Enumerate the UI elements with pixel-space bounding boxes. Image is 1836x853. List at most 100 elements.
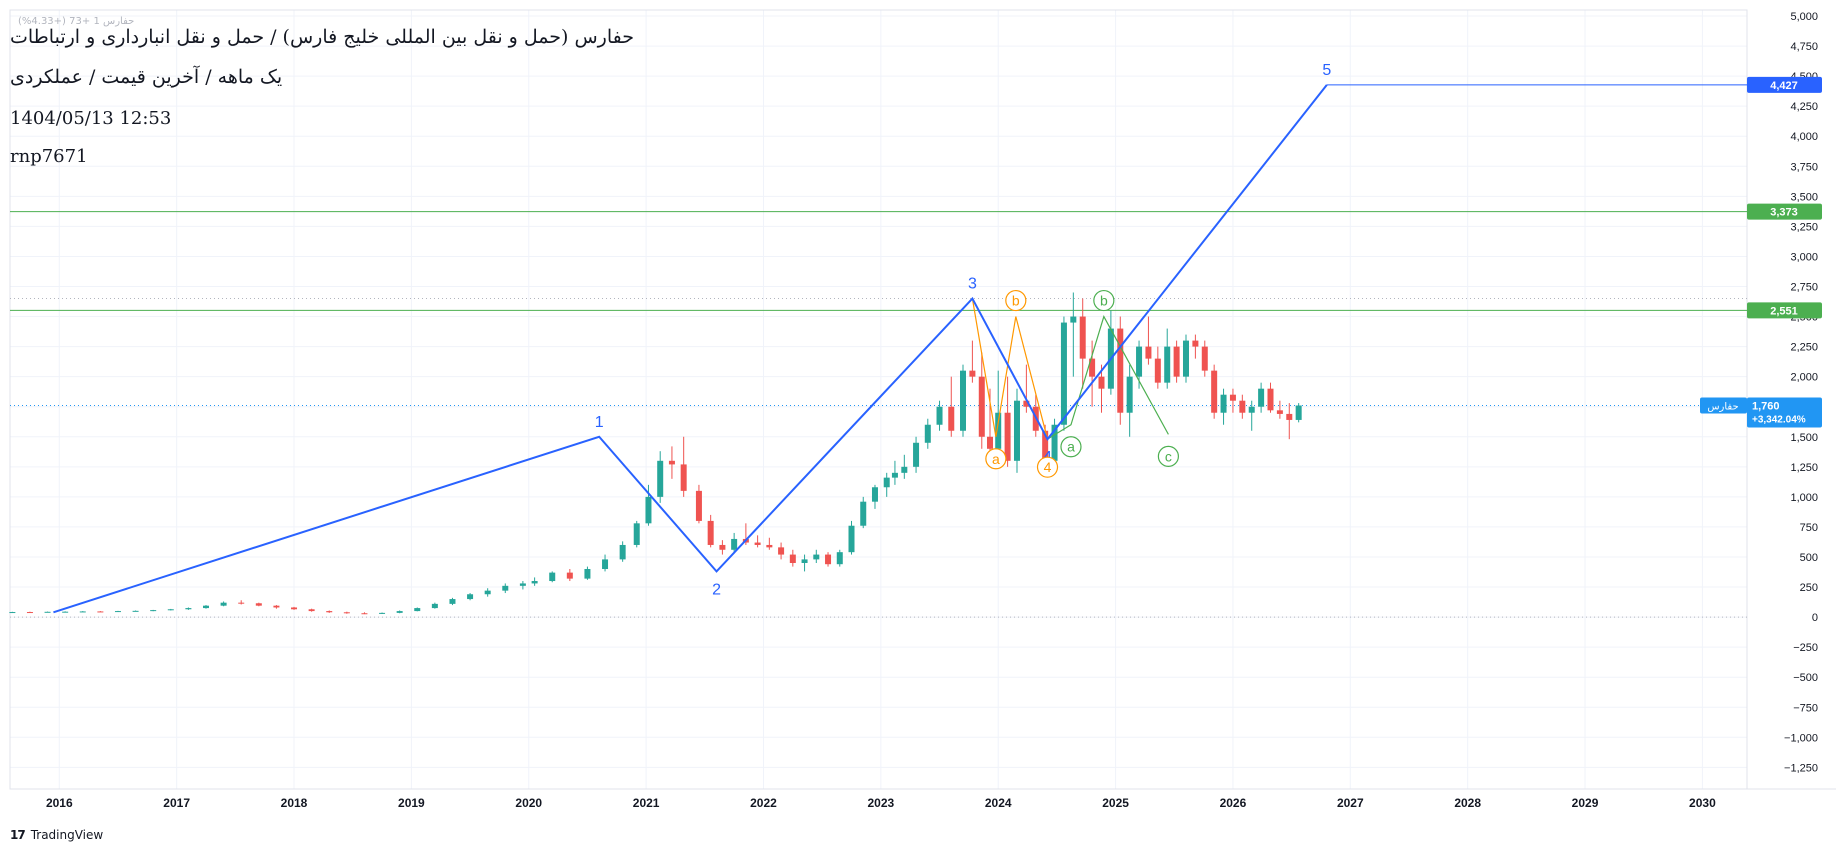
- symbol-tag-label: حفارس: [1707, 402, 1738, 413]
- abc-orange-label: a: [992, 451, 1000, 467]
- candle-body: [836, 552, 843, 565]
- y-tick-label: 3,750: [1790, 161, 1818, 173]
- wave-label: 2: [712, 581, 721, 598]
- candle-body: [361, 613, 368, 615]
- candle-body: [960, 370, 967, 431]
- y-tick-label: 3,250: [1790, 221, 1818, 233]
- tradingview-logo-icon: 17: [10, 828, 26, 842]
- abc-green-label: b: [1100, 293, 1108, 309]
- chart-title: حفارس (حمل و نقل بین المللی خلیج فارس) /…: [10, 26, 634, 48]
- x-tick-label: 2024: [985, 796, 1012, 810]
- last-price-tag: [1747, 397, 1822, 428]
- candle-body: [871, 487, 878, 502]
- candle-body: [707, 520, 714, 545]
- x-tick-label: 2025: [1102, 796, 1129, 810]
- candle-body: [549, 572, 556, 582]
- candle-body: [754, 542, 761, 545]
- candle-body: [891, 472, 898, 478]
- candle-body: [986, 436, 993, 449]
- x-tick-label: 2021: [633, 796, 660, 810]
- last-price-change: +3,342.04%: [1752, 415, 1806, 426]
- abc-green-path: [1047, 315, 1169, 440]
- candle-body: [238, 602, 245, 604]
- abc-orange-circle: [1005, 289, 1027, 312]
- candle-body: [1258, 388, 1265, 407]
- candle-body: [1126, 376, 1133, 413]
- candle-body: [901, 466, 908, 473]
- candle-body: [719, 544, 726, 550]
- candle-body: [1079, 316, 1086, 359]
- candle-body: [825, 554, 832, 565]
- candle-body: [1229, 394, 1236, 401]
- abc-green-circle: [1157, 445, 1179, 467]
- x-tick-label: 2027: [1337, 796, 1364, 810]
- wave-label: 1: [595, 414, 604, 431]
- candle-body: [1136, 346, 1143, 377]
- candle-body: [680, 464, 687, 491]
- y-tick-label: 4,250: [1790, 101, 1818, 113]
- y-tick-label: 2,750: [1790, 281, 1818, 293]
- candle-body: [396, 611, 403, 613]
- candle-body: [1201, 346, 1208, 371]
- candle-body: [619, 544, 626, 560]
- candle-body: [1004, 412, 1011, 461]
- abc-orange-circle: [985, 448, 1007, 470]
- candle-body: [1070, 316, 1077, 323]
- candle-body: [695, 490, 702, 521]
- candle-body: [789, 554, 796, 563]
- price-level-label: 4,427: [1770, 80, 1798, 92]
- candle-body: [801, 559, 808, 563]
- candle-body: [255, 603, 262, 606]
- candle-body: [633, 523, 640, 545]
- x-tick-label: 2018: [281, 796, 308, 810]
- candle-body: [185, 608, 192, 610]
- last-price-value: 1,760: [1752, 401, 1780, 413]
- abc-green-circle: [1093, 289, 1115, 312]
- candle-body: [731, 538, 738, 550]
- abc-orange-label: 4: [1044, 459, 1052, 475]
- y-tick-label: 500: [1800, 552, 1818, 564]
- x-tick-label: 2017: [163, 796, 190, 810]
- x-tick-label: 2030: [1689, 796, 1716, 810]
- candle-body: [97, 611, 104, 613]
- candle-body: [969, 370, 976, 377]
- candle-body: [1182, 340, 1189, 377]
- y-tick-label: −500: [1793, 672, 1818, 684]
- candle-body: [9, 612, 16, 614]
- price-level-label: 2,551: [1770, 305, 1798, 317]
- tradingview-logo[interactable]: 17 TradingView: [10, 828, 103, 842]
- candle-body: [1295, 405, 1302, 420]
- price-level-tag: [1747, 302, 1822, 319]
- candle-body: [1220, 394, 1227, 413]
- candle-body: [978, 376, 985, 437]
- candle-body: [645, 496, 652, 524]
- y-tick-label: 2,250: [1790, 342, 1818, 354]
- candle-body: [1164, 346, 1171, 383]
- candle-body: [531, 581, 538, 584]
- price-level-label: 3,373: [1770, 207, 1798, 219]
- candle-body: [414, 608, 421, 612]
- abc-green-label: c: [1165, 448, 1172, 464]
- candle-body: [343, 612, 350, 614]
- candle-body: [766, 544, 773, 548]
- y-tick-label: 1,500: [1790, 432, 1818, 444]
- candle-body: [566, 572, 573, 579]
- candle-body: [778, 547, 785, 555]
- y-tick-label: −1,000: [1784, 732, 1818, 744]
- candle-body: [326, 611, 333, 613]
- abc-orange-circle: [1036, 456, 1059, 478]
- candle-body: [1248, 406, 1255, 413]
- candle-body: [1013, 400, 1020, 461]
- candle-body: [379, 612, 386, 614]
- candle-body: [1089, 358, 1096, 377]
- x-tick-label: 2028: [1454, 796, 1481, 810]
- y-tick-label: 750: [1800, 522, 1818, 534]
- x-tick-label: 2026: [1220, 796, 1247, 810]
- candle-body: [1023, 400, 1030, 407]
- candle-body: [167, 609, 174, 611]
- candle-body: [1276, 410, 1283, 414]
- candle-body: [657, 460, 664, 497]
- symbol-tag-bg: [1700, 397, 1747, 414]
